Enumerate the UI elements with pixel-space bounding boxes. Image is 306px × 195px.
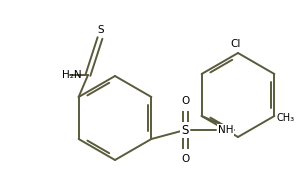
Text: CH₃: CH₃ [276, 113, 294, 123]
Text: NH: NH [218, 125, 233, 135]
Text: O: O [181, 154, 189, 164]
Text: H₂N: H₂N [62, 70, 82, 80]
Text: S: S [181, 123, 189, 136]
Text: O: O [181, 96, 189, 106]
Text: Cl: Cl [231, 39, 241, 49]
Text: S: S [98, 25, 104, 35]
